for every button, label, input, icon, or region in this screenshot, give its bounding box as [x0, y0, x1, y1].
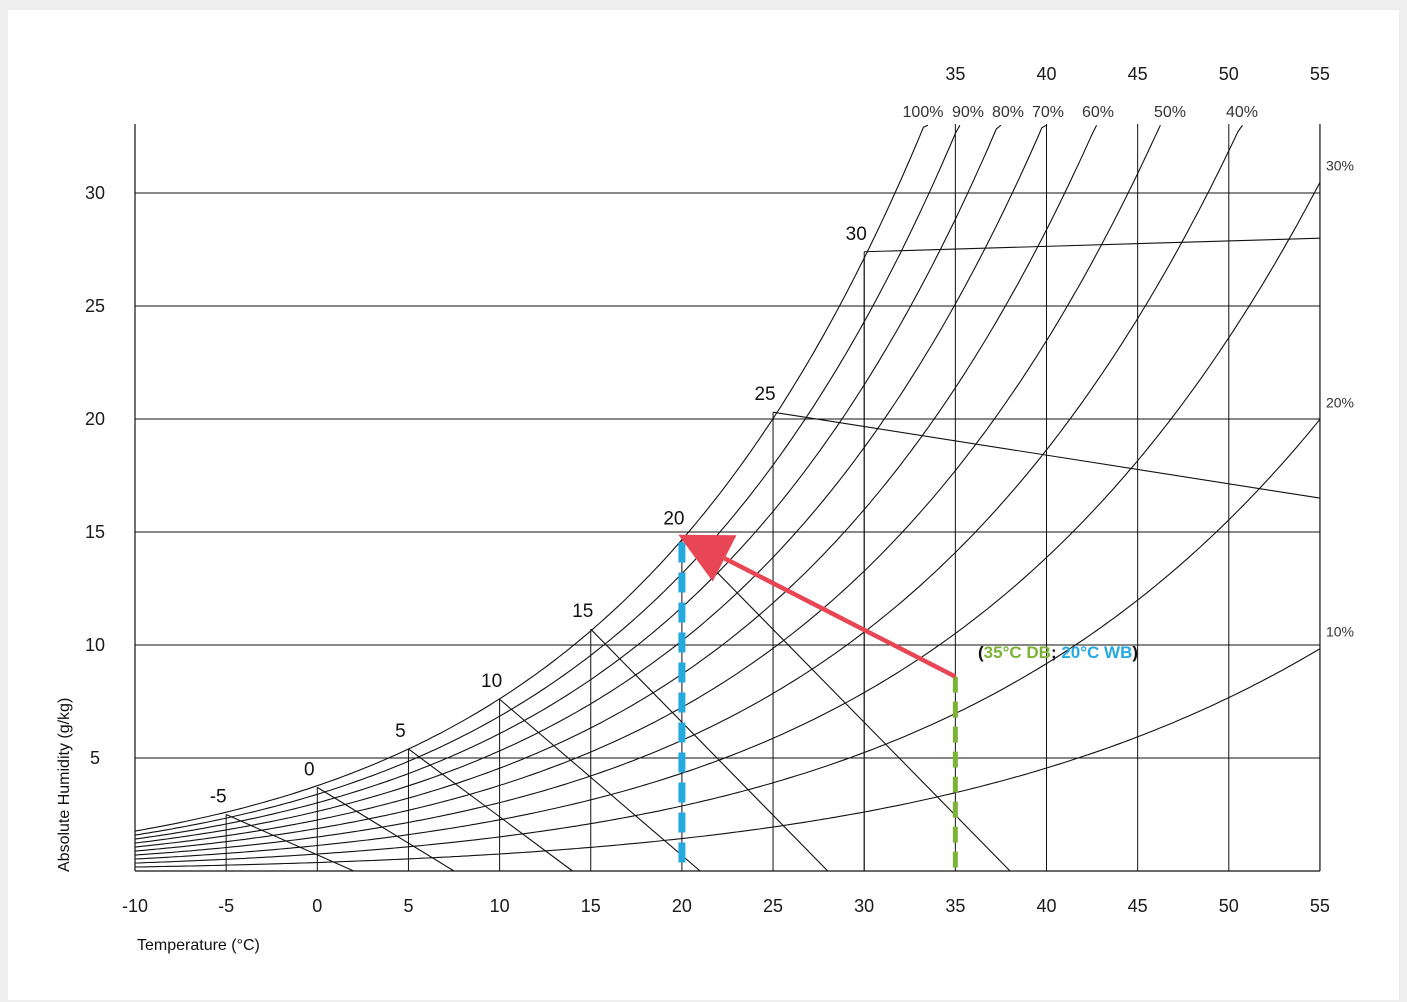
x-tick-label: 5 — [403, 896, 413, 916]
rh-label: 70% — [1032, 104, 1064, 121]
wet-bulb-line — [591, 629, 828, 871]
rh-label: 20% — [1326, 394, 1354, 410]
wet-bulb-line — [317, 787, 454, 871]
rh-label: 10% — [1326, 624, 1354, 640]
rh-label: 100% — [903, 104, 944, 121]
rh-label: 80% — [992, 104, 1024, 121]
wet-bulb-label: 5 — [395, 721, 406, 742]
wet-bulb-label: 25 — [754, 384, 775, 405]
rh-label: 90% — [952, 104, 984, 121]
top-tick-label: 40 — [1036, 64, 1056, 84]
y-tick-label: 5 — [90, 748, 100, 768]
x-tick-label: -10 — [122, 896, 148, 916]
rh-curve — [135, 125, 960, 835]
wet-bulb-label: -5 — [210, 787, 227, 808]
y-tick-label: 10 — [85, 635, 105, 655]
annot-dry-bulb: 35°C DB — [984, 643, 1051, 662]
annot-separator: ; — [1051, 643, 1061, 662]
y-axis-title: Absolute Humidity (g/kg) — [56, 698, 73, 872]
x-tick-label: 20 — [672, 896, 692, 916]
x-tick-label: 40 — [1036, 896, 1056, 916]
rh-curve — [135, 125, 1160, 851]
wet-bulb-label: 15 — [572, 601, 593, 622]
process-annotation: (35°C DB; 20°C WB) — [978, 643, 1138, 662]
y-tick-label: 15 — [85, 522, 105, 542]
x-tick-label: 15 — [581, 896, 601, 916]
annot-wet-bulb: 20°C WB — [1061, 643, 1132, 662]
rh-label: 60% — [1082, 104, 1114, 121]
y-tick-label: 25 — [85, 296, 105, 316]
top-tick-label: 50 — [1219, 64, 1239, 84]
wet-bulb-lines — [226, 238, 1320, 871]
rh-curves — [135, 125, 1320, 867]
rh-curve — [135, 125, 1001, 839]
rh-curve — [135, 125, 1097, 847]
x-tick-label: 45 — [1128, 896, 1148, 916]
top-tick-label: 35 — [945, 64, 965, 84]
rh-curve — [135, 125, 928, 831]
wet-bulb-label: 0 — [304, 759, 315, 780]
x-tick-label: 10 — [490, 896, 510, 916]
top-tick-label: 45 — [1128, 64, 1148, 84]
rh-curve — [135, 125, 1243, 855]
x-tick-label: 55 — [1310, 896, 1330, 916]
wet-bulb-line — [500, 699, 701, 871]
wet-bulb-label: 10 — [481, 671, 502, 692]
annot-paren-close: ) — [1132, 643, 1138, 662]
x-tick-label: 35 — [945, 896, 965, 916]
x-tick-label: 50 — [1219, 896, 1239, 916]
wet-bulb-label: 20 — [663, 509, 684, 530]
wet-bulb-line — [682, 537, 1010, 871]
rh-curve — [135, 182, 1320, 859]
x-tick-label: 0 — [312, 896, 322, 916]
wet-bulb-line — [226, 815, 354, 872]
wet-bulb-label: 30 — [846, 224, 867, 245]
x-tick-label: 25 — [763, 896, 783, 916]
x-tick-label: -5 — [218, 896, 234, 916]
top-tick-label: 55 — [1310, 64, 1330, 84]
x-tick-label: 30 — [854, 896, 874, 916]
rh-label: 40% — [1226, 104, 1258, 121]
y-tick-label: 20 — [85, 409, 105, 429]
wet-bulb-line — [864, 238, 1320, 252]
rh-label: 30% — [1326, 157, 1354, 173]
x-axis-title: Temperature (°C) — [137, 937, 260, 954]
y-tick-label: 30 — [85, 183, 105, 203]
rh-label: 50% — [1154, 104, 1186, 121]
